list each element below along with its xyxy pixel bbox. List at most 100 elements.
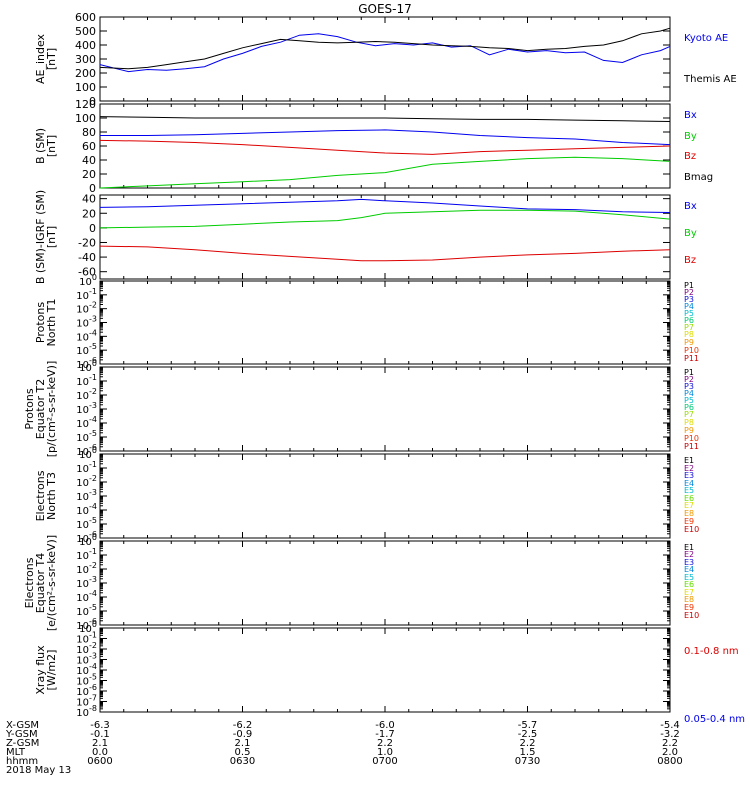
series-line-bx — [99, 198, 671, 213]
series-label: E1 — [684, 456, 694, 465]
series-label: E7 — [684, 588, 694, 597]
series-label: E2 — [684, 550, 694, 559]
y-tick-base: 10 — [76, 492, 89, 503]
y-tick-label: 10-6 — [76, 443, 97, 458]
table-value: -5.7 — [518, 720, 538, 731]
y-tick-label: 10-2 — [76, 301, 97, 316]
y-tick-label: 100 — [79, 533, 97, 548]
series-label: E10 — [684, 525, 699, 534]
series-label: E10 — [684, 611, 699, 620]
series-label: P4 — [684, 302, 694, 311]
y-tick-label: 0 — [89, 222, 96, 235]
y-tick-exponent: -1 — [89, 547, 97, 556]
y-tick-label: 10-6 — [76, 530, 97, 545]
y-tick-exponent: -4 — [89, 589, 97, 598]
series-label: P5 — [684, 396, 694, 405]
table-value: 2.1 — [92, 738, 108, 749]
series-line-by — [99, 209, 671, 229]
table-value: 2.2 — [520, 738, 536, 749]
y-tick-base: 10 — [76, 291, 89, 302]
y-tick-label: 100 — [79, 620, 97, 635]
panel-7: 10-610-510-410-310-210-1100ElectronsEqua… — [23, 533, 699, 632]
y-tick-label: 10-6 — [76, 356, 97, 371]
series-label: E9 — [684, 517, 694, 526]
y-tick-label: 100 — [79, 446, 97, 461]
series-label: E5 — [684, 573, 694, 582]
series-label: Bz — [684, 151, 696, 162]
series-label: P6 — [684, 403, 694, 412]
table-value: 0630 — [230, 756, 255, 767]
table-value: 1.5 — [520, 747, 536, 758]
y-tick-base: 10 — [76, 534, 89, 545]
series-line-by — [99, 156, 671, 189]
y-tick-base: 10 — [76, 666, 89, 677]
y-tick-exponent: -4 — [89, 328, 97, 337]
table-value: -6.2 — [233, 720, 253, 731]
y-tick-label: 10-3 — [76, 652, 97, 667]
series-label: P7 — [684, 410, 694, 419]
y-tick-exponent: 0 — [92, 273, 97, 282]
series-label: P10 — [684, 434, 699, 443]
y-axis-label: Equator T4 — [34, 553, 47, 613]
series-label: Kyoto AE — [684, 33, 728, 44]
y-tick-exponent: -1 — [89, 287, 97, 296]
panel-frame — [99, 627, 671, 713]
y-tick-exponent: -2 — [89, 561, 97, 570]
panel-frame — [99, 103, 671, 189]
y-tick-base: 10 — [76, 433, 89, 444]
y-tick-exponent: -6 — [89, 356, 97, 365]
y-tick-base: 10 — [76, 346, 89, 357]
y-tick-label: 10-8 — [76, 704, 97, 719]
y-tick-label: 10-2 — [76, 641, 97, 656]
series-label: P8 — [684, 418, 694, 427]
y-tick-base: 10 — [76, 677, 89, 688]
y-tick-base: 10 — [76, 405, 89, 416]
y-tick-label: 10-4 — [76, 502, 97, 517]
y-tick-label: 10-4 — [76, 662, 97, 677]
y-tick-label: 0 — [89, 182, 96, 195]
y-axis-label: [nT] — [45, 135, 58, 157]
table-value: 2.2 — [377, 738, 393, 749]
y-tick-label: 10-1 — [76, 373, 97, 388]
table-value: 0800 — [657, 756, 682, 767]
y-tick-exponent: -1 — [89, 373, 97, 382]
y-tick-base: 10 — [79, 277, 92, 288]
y-axis-label: [p/(cm²-s-sr-keV)] — [45, 361, 58, 458]
y-axis-label: Protons — [34, 302, 47, 343]
y-tick-exponent: -5 — [89, 429, 97, 438]
y-tick-base: 10 — [79, 363, 92, 374]
y-tick-exponent: 0 — [92, 446, 97, 455]
series-label: P9 — [684, 426, 694, 435]
y-tick-label: -40 — [78, 251, 96, 264]
series-line-bz — [99, 139, 671, 155]
y-tick-label: 60 — [82, 140, 96, 153]
y-tick-exponent: -3 — [89, 575, 97, 584]
y-axis-label: [nT] — [45, 48, 58, 70]
panel-4: 10-610-510-410-310-210-1100ProtonsNorth … — [34, 273, 699, 371]
table-value: -2.5 — [518, 729, 538, 740]
table-value: 0700 — [372, 756, 397, 767]
y-tick-exponent: -6 — [89, 443, 97, 452]
series-line-bx — [100, 129, 671, 146]
table-value: -0.1 — [90, 729, 110, 740]
y-axis-label: Equator T2 — [34, 379, 47, 439]
y-tick-exponent: -5 — [89, 342, 97, 351]
y-tick-label: 10-5 — [76, 342, 97, 357]
y-tick-base: 10 — [76, 391, 89, 402]
series-label: P4 — [684, 389, 694, 398]
chart-title: GOES-17 — [358, 2, 412, 16]
y-tick-base: 10 — [76, 478, 89, 489]
y-tick-base: 10 — [76, 377, 89, 388]
table-value: 2.1 — [235, 738, 251, 749]
y-tick-exponent: -6 — [89, 683, 97, 692]
row-label: Z-GSM — [6, 738, 39, 749]
y-tick-base: 10 — [76, 687, 89, 698]
series-label: 0.05-0.4 nm — [684, 714, 745, 725]
y-axis-label: B (SM) — [34, 128, 47, 164]
y-axis-label: Electrons — [23, 557, 36, 608]
series-label: E5 — [684, 486, 694, 495]
y-tick-exponent: -6 — [89, 617, 97, 626]
y-tick-base: 10 — [76, 551, 89, 562]
series-label: Bx — [684, 201, 697, 212]
y-tick-base: 10 — [76, 621, 89, 632]
